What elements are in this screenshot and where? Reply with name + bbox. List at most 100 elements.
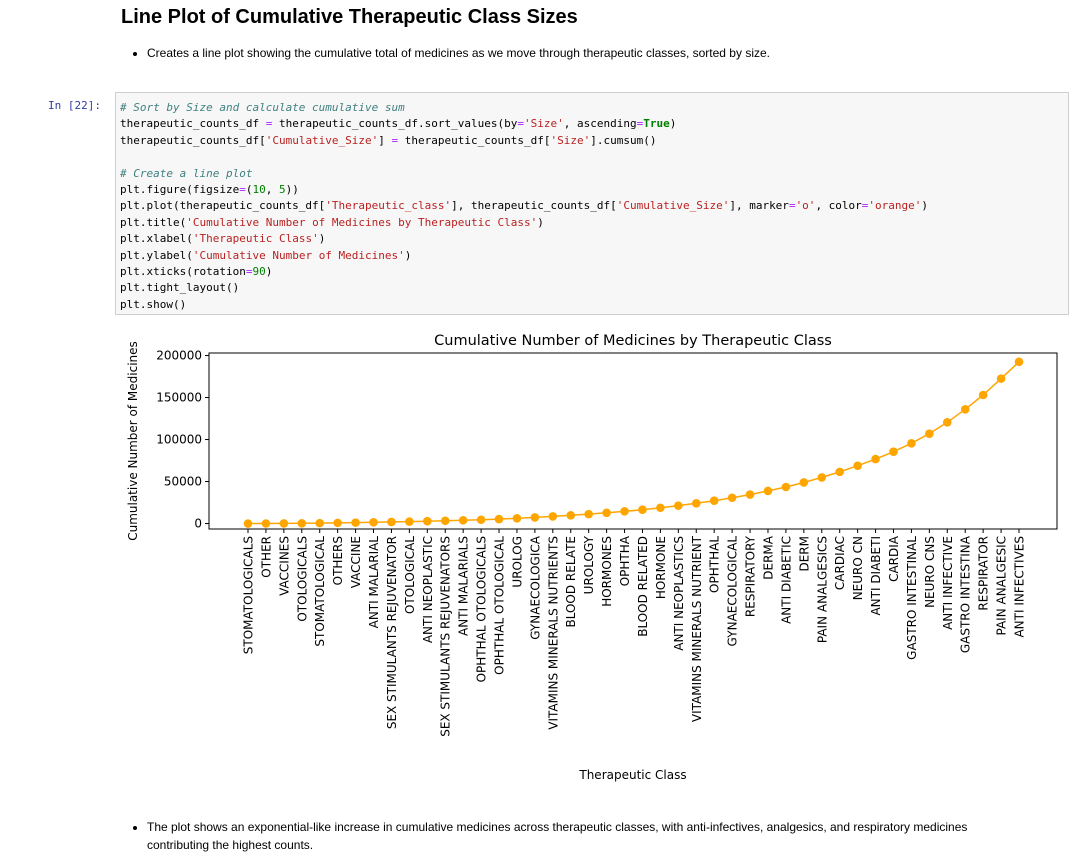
x-tick-label: HORMONE <box>654 536 668 599</box>
code-cell-editor[interactable]: # Sort by Size and calculate cumulative … <box>115 92 1069 315</box>
x-tick-label: ANTI MALARIALS <box>457 536 471 636</box>
conclusion-bullet: The plot shows an exponential-like incre… <box>147 818 1027 854</box>
data-point <box>440 516 450 526</box>
x-tick-label: ANTI DIABETIC <box>779 536 793 624</box>
x-tick-label: CARDIAC <box>833 536 847 590</box>
data-point <box>925 429 934 438</box>
x-tick-label: OTOLOGICALS <box>295 536 309 622</box>
data-point <box>405 517 414 526</box>
code-token: ) <box>265 265 273 279</box>
x-tick-label: ANTI NEOPLASTICS <box>672 536 686 651</box>
code-token: 'o' <box>795 199 816 213</box>
x-tick-label: ANTI NEOPLASTIC <box>421 536 435 643</box>
code-token: , <box>265 183 279 197</box>
code-token: = <box>636 117 644 131</box>
x-tick-label: OTOLOGICAL <box>403 536 417 614</box>
line-chart: Cumulative Number of Medicines by Therap… <box>126 333 1058 782</box>
code-line: plt.xlabel('Therapeutic Class') <box>120 231 1068 247</box>
cell-prompt: In [22]: <box>48 99 101 112</box>
data-point <box>978 390 988 400</box>
code-line: plt.title('Cumulative Number of Medicine… <box>120 215 1068 231</box>
code-token: plt.ylabel( <box>120 248 193 262</box>
code-token: 10 <box>252 183 266 197</box>
data-point <box>476 515 486 525</box>
plot-area <box>208 352 1058 530</box>
data-point <box>799 478 809 487</box>
x-tick-label: PAIN ANALGESIC <box>995 536 1009 636</box>
y-tick-label: 150000 <box>156 391 202 405</box>
data-point <box>494 514 504 524</box>
x-tick-label: BLOOD RELATED <box>636 536 650 637</box>
code-token: # Sort by Size and calculate cumulative … <box>120 101 405 114</box>
code-line: plt.ylabel('Cumulative Number of Medicin… <box>120 248 1068 264</box>
code-token: plt.title( <box>120 215 187 229</box>
code-token: therapeutic_counts_df <box>120 117 266 131</box>
code-token: 'Cumulative Number of Medicines' <box>192 248 405 262</box>
code-line: plt.figure(figsize=(10, 5)) <box>120 182 1068 198</box>
data-point <box>691 498 701 508</box>
x-tick-label: ANTI MALARIAL <box>367 536 381 629</box>
code-line: plt.tight_layout() <box>120 280 1068 296</box>
data-point <box>638 505 647 514</box>
code-token: ) <box>318 232 326 246</box>
code-line: plt.plot(therapeutic_counts_df['Therapeu… <box>120 198 1068 214</box>
x-tick-label: ANTI DIABETI <box>869 536 883 616</box>
data-point <box>853 461 862 471</box>
data-point <box>530 513 540 522</box>
data-point <box>279 519 289 528</box>
data-point <box>763 486 773 496</box>
section-heading: Line Plot of Cumulative Therapeutic Clas… <box>121 6 578 28</box>
code-token: = <box>788 199 796 213</box>
code-token: plt.xlabel( <box>120 232 193 246</box>
code-token: True <box>643 117 670 131</box>
code-token: = <box>245 265 253 279</box>
description-bullet: Creates a line plot showing the cumulati… <box>147 44 1047 62</box>
code-token: 'Cumulative Number of Medicines by Thera… <box>186 215 538 229</box>
code-token: # Create a line plot <box>120 166 253 180</box>
data-point <box>333 518 342 528</box>
data-point <box>387 517 396 527</box>
code-line: plt.show() <box>120 297 1068 313</box>
code-token: plt.figure(figsize <box>120 183 240 197</box>
x-tick-label: GASTRO INTESTINA <box>959 535 973 653</box>
data-point <box>907 439 916 448</box>
code-token: ], therapeutic_counts_df[ <box>451 199 617 213</box>
y-axis-label: Cumulative Number of Medicines <box>126 341 140 541</box>
code-token: 90 <box>252 265 266 279</box>
x-tick-label: NEURO CNS <box>923 536 937 608</box>
code-token: ) <box>537 215 544 229</box>
x-tick-label: OPHTHAL OTOLOGICAL <box>493 536 507 675</box>
data-point <box>781 482 791 492</box>
code-line: # Create a line plot <box>120 166 1068 182</box>
y-tick-label: 200000 <box>156 349 202 363</box>
code-token: = <box>517 117 524 131</box>
code-token: plt.tight_layout() <box>120 281 240 295</box>
code-token: 'Cumulative_Size' <box>616 199 730 213</box>
code-token: therapeutic_counts_df[ <box>398 133 551 147</box>
code-token: 'Therapeutic Class' <box>192 232 319 246</box>
x-tick-label: OPHTHAL OTOLOGICALS <box>475 536 489 682</box>
x-axis-label: Therapeutic Class <box>578 768 686 782</box>
code-text[interactable]: # Sort by Size and calculate cumulative … <box>116 93 1068 313</box>
data-point <box>835 467 844 477</box>
chart-title: Cumulative Number of Medicines by Therap… <box>434 333 832 349</box>
data-point <box>656 503 665 513</box>
series-cumulative <box>243 357 1024 528</box>
data-point <box>996 374 1006 383</box>
data-point <box>871 454 880 464</box>
code-token: = <box>861 199 869 213</box>
code-token: ] <box>378 133 392 147</box>
data-point <box>620 507 629 516</box>
x-tick-label: NEURO CN <box>851 536 865 600</box>
x-axis-ticks: STOMATOLOGICALS OTHER VACCINES OTOLOGICALS S… <box>242 529 1027 737</box>
x-tick-label: GYNAECOLOGICA <box>528 535 542 640</box>
data-point <box>817 473 827 482</box>
data-point <box>566 511 576 520</box>
data-point <box>351 518 360 527</box>
code-token: 'Therapeutic_class' <box>325 199 452 213</box>
code-token: ], marker <box>729 199 789 213</box>
code-line: plt.xticks(rotation=90) <box>120 264 1068 280</box>
code-token: )) <box>285 183 299 197</box>
x-tick-label: OPHTHA <box>618 535 632 586</box>
data-point <box>727 493 737 503</box>
